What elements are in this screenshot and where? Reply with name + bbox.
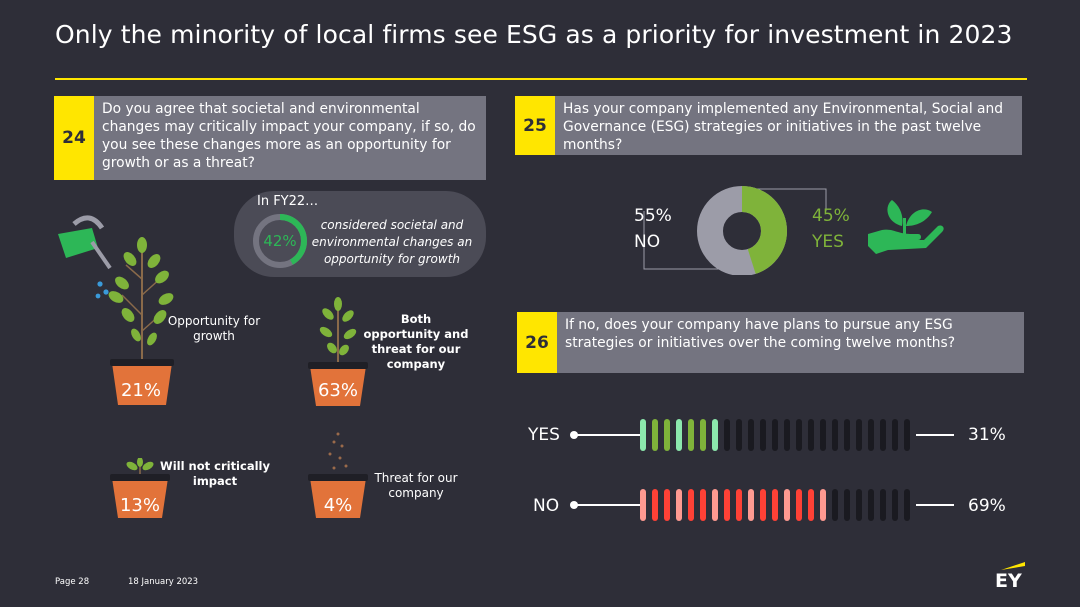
plans-yes-stripe xyxy=(712,419,718,451)
plans-no-stripe xyxy=(880,489,886,521)
question-25-box: 25 Has your company implemented any Envi… xyxy=(515,96,1022,155)
plans-no-stripe xyxy=(772,489,778,521)
opportunity-label: Opportunity for growth xyxy=(167,314,261,343)
plans-yes-stripe xyxy=(784,419,790,451)
plans-no-percent: 69% xyxy=(968,496,1006,516)
tree-plant-icon xyxy=(108,237,174,405)
plans-no-stripe xyxy=(724,489,730,521)
yes-row-left-dot xyxy=(570,431,578,439)
plans-yes-stripe xyxy=(748,419,754,451)
fy22-label: In FY22… xyxy=(257,194,319,209)
plans-yes-stripe xyxy=(724,419,730,451)
plans-no-stripe xyxy=(664,489,670,521)
plans-yes-stripe xyxy=(760,419,766,451)
plans-no-stripe xyxy=(652,489,658,521)
plans-yes-stripe xyxy=(772,419,778,451)
plans-yes-stripe xyxy=(652,419,658,451)
plans-yes-stripe xyxy=(820,419,826,451)
seeds-pot-icon xyxy=(308,432,368,518)
plans-no-stripe xyxy=(712,489,718,521)
plans-no-stripe xyxy=(760,489,766,521)
question-24-text: Do you agree that societal and environme… xyxy=(102,101,476,171)
plans-no-stripe xyxy=(748,489,754,521)
plans-yes-stripe xyxy=(868,419,874,451)
watering-can-icon xyxy=(58,215,112,299)
page-number: Page 28 xyxy=(55,577,90,587)
page-title: Only the minority of local firms see ESG… xyxy=(55,20,1013,49)
plans-no-stripe xyxy=(736,489,742,521)
plans-yes-stripe xyxy=(808,419,814,451)
esg-implemented-donut xyxy=(643,186,827,275)
both-percent: 63% xyxy=(317,380,358,401)
hand-plant-icon xyxy=(868,200,944,254)
footer-date: 18 January 2023 xyxy=(128,577,199,587)
plans-yes-label: YES xyxy=(528,425,560,445)
plans-no-stripe xyxy=(904,489,910,521)
title-divider xyxy=(55,78,1027,80)
yes-label: YES xyxy=(812,232,844,252)
plans-no-stripe xyxy=(688,489,694,521)
sapling-plant-icon xyxy=(308,297,368,406)
plans-yes-percent: 31% xyxy=(968,425,1006,445)
plans-no-stripe xyxy=(820,489,826,521)
plans-no-stripe xyxy=(700,489,706,521)
plans-no-stripe xyxy=(868,489,874,521)
plans-yes-stripe xyxy=(844,419,850,451)
plans-no-stripe xyxy=(844,489,850,521)
fy22-ring-value xyxy=(253,214,307,268)
plans-no-stripe xyxy=(808,489,814,521)
plans-no-stripe xyxy=(676,489,682,521)
no-impact-percent: 13% xyxy=(119,495,160,516)
threat-label: Threat for our company xyxy=(374,471,458,500)
plans-yes-stripe xyxy=(796,419,802,451)
donut-yes-slice xyxy=(697,186,787,275)
plans-yes-stripe xyxy=(676,419,682,451)
both-label: Both opportunity and threat for our comp… xyxy=(363,312,469,371)
question-25-text: Has your company implemented any Environ… xyxy=(563,101,1004,153)
ey-logo: EY xyxy=(995,570,1022,592)
question-25-number: 25 xyxy=(515,96,555,155)
plans-yes-stripe xyxy=(736,419,742,451)
plans-no-label: NO xyxy=(533,496,560,516)
fy22-ring xyxy=(253,214,307,268)
seedling-plant-icon xyxy=(110,458,170,518)
question-24-number: 24 xyxy=(54,96,94,180)
plans-no-stripe xyxy=(832,489,838,521)
plans-yes-stripe xyxy=(688,419,694,451)
ey-logo-mark xyxy=(1001,562,1025,570)
plans-no-stripe xyxy=(856,489,862,521)
plans-yes-stripe xyxy=(892,419,898,451)
plans-yes-stripe xyxy=(640,419,646,451)
plans-bar-chart xyxy=(570,419,954,521)
plans-yes-stripe xyxy=(880,419,886,451)
fy22-percent: 42% xyxy=(263,232,297,250)
opportunity-percent: 21% xyxy=(120,380,161,401)
question-26-box: 26 If no, does your company have plans t… xyxy=(517,312,1024,373)
plans-no-stripe xyxy=(892,489,898,521)
no-percent: 55% xyxy=(634,206,672,226)
question-26-text: If no, does your company have plans to p… xyxy=(565,317,956,351)
plans-yes-stripe xyxy=(700,419,706,451)
no-impact-label: Will not critically impact xyxy=(160,459,270,488)
question-26-number: 26 xyxy=(517,312,557,373)
plans-yes-stripe xyxy=(832,419,838,451)
no-row-left-dot xyxy=(570,501,578,509)
plans-yes-stripe xyxy=(664,419,670,451)
plans-no-stripe xyxy=(796,489,802,521)
plans-no-stripe xyxy=(640,489,646,521)
plans-yes-stripe xyxy=(856,419,862,451)
plans-yes-stripe xyxy=(904,419,910,451)
no-label: NO xyxy=(634,232,661,252)
plans-no-stripe xyxy=(784,489,790,521)
yes-percent: 45% xyxy=(812,206,850,226)
threat-percent: 4% xyxy=(323,495,353,516)
question-24-box: 24 Do you agree that societal and enviro… xyxy=(54,96,486,180)
fy22-description: considered societal and environmental ch… xyxy=(311,218,473,266)
